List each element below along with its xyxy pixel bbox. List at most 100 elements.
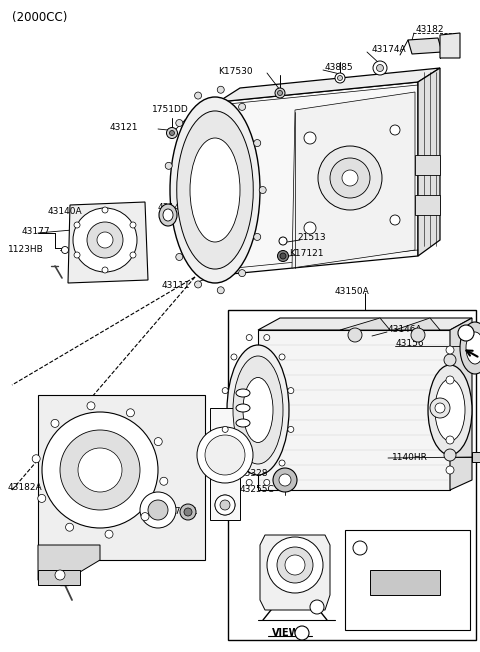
Circle shape <box>411 328 425 342</box>
Text: 21513: 21513 <box>297 233 325 241</box>
Circle shape <box>102 267 108 273</box>
Text: 43121: 43121 <box>110 123 139 132</box>
Circle shape <box>254 140 261 147</box>
Circle shape <box>130 252 136 258</box>
Circle shape <box>239 270 246 276</box>
Text: 43146A: 43146A <box>388 325 422 334</box>
Text: K17530: K17530 <box>218 67 252 76</box>
Circle shape <box>66 523 73 531</box>
Text: 43885: 43885 <box>235 415 264 424</box>
Text: A: A <box>463 329 469 338</box>
Ellipse shape <box>163 209 173 221</box>
Circle shape <box>140 492 176 528</box>
Circle shape <box>194 92 202 99</box>
Ellipse shape <box>159 204 177 226</box>
Text: 43255C: 43255C <box>240 486 275 494</box>
Polygon shape <box>218 68 440 102</box>
Ellipse shape <box>233 356 283 464</box>
Circle shape <box>246 479 252 486</box>
Circle shape <box>446 436 454 444</box>
Circle shape <box>105 530 113 538</box>
Ellipse shape <box>435 379 465 441</box>
Circle shape <box>60 430 140 510</box>
Circle shape <box>275 88 285 98</box>
Circle shape <box>337 76 343 80</box>
Circle shape <box>165 211 172 218</box>
Ellipse shape <box>227 345 289 475</box>
Circle shape <box>273 468 297 492</box>
Ellipse shape <box>466 332 480 364</box>
Circle shape <box>176 119 183 126</box>
Text: 1123HB: 1123HB <box>8 244 44 254</box>
Circle shape <box>197 427 253 483</box>
Text: 43182: 43182 <box>416 25 444 35</box>
Ellipse shape <box>243 378 273 443</box>
Circle shape <box>430 398 450 418</box>
Circle shape <box>130 222 136 228</box>
Circle shape <box>342 170 358 186</box>
Circle shape <box>310 600 324 614</box>
Circle shape <box>97 232 113 248</box>
Circle shape <box>220 500 230 510</box>
Circle shape <box>194 281 202 288</box>
Circle shape <box>222 426 228 432</box>
Circle shape <box>32 454 40 463</box>
Polygon shape <box>395 318 440 330</box>
Circle shape <box>126 409 134 417</box>
Circle shape <box>222 387 228 394</box>
Text: K17121: K17121 <box>289 248 324 258</box>
Text: 43143: 43143 <box>158 203 187 213</box>
Circle shape <box>217 287 224 294</box>
Circle shape <box>167 128 178 138</box>
Circle shape <box>165 162 172 170</box>
Circle shape <box>231 460 237 466</box>
Polygon shape <box>38 570 80 585</box>
Circle shape <box>277 91 283 95</box>
Circle shape <box>444 354 456 366</box>
Circle shape <box>277 547 313 583</box>
Polygon shape <box>68 202 148 283</box>
Circle shape <box>435 403 445 413</box>
Circle shape <box>180 504 196 520</box>
Ellipse shape <box>236 419 250 427</box>
Circle shape <box>446 376 454 384</box>
Ellipse shape <box>460 322 480 374</box>
Polygon shape <box>258 330 450 490</box>
Text: 43140A: 43140A <box>48 207 83 216</box>
Circle shape <box>279 237 287 245</box>
Polygon shape <box>415 195 440 215</box>
Text: 43156: 43156 <box>396 340 425 349</box>
Circle shape <box>154 437 162 445</box>
Circle shape <box>87 222 123 258</box>
Circle shape <box>458 325 474 341</box>
Circle shape <box>444 449 456 461</box>
FancyBboxPatch shape <box>345 530 470 630</box>
Circle shape <box>160 477 168 485</box>
Polygon shape <box>38 545 100 585</box>
Text: (2000CC): (2000CC) <box>12 12 67 25</box>
Text: 1123GF: 1123GF <box>40 578 75 587</box>
Polygon shape <box>472 452 480 462</box>
Polygon shape <box>440 33 460 58</box>
Circle shape <box>285 555 305 575</box>
Circle shape <box>279 460 285 466</box>
Circle shape <box>390 215 400 225</box>
Circle shape <box>304 132 316 144</box>
Circle shape <box>259 186 266 194</box>
Circle shape <box>73 208 137 272</box>
Circle shape <box>239 104 246 110</box>
Circle shape <box>446 346 454 354</box>
Ellipse shape <box>236 404 250 412</box>
Polygon shape <box>210 408 240 520</box>
Circle shape <box>267 537 323 593</box>
Ellipse shape <box>428 365 472 455</box>
Text: 43182A: 43182A <box>8 484 43 492</box>
Circle shape <box>148 500 168 520</box>
Polygon shape <box>258 318 472 330</box>
Circle shape <box>205 435 245 475</box>
Circle shape <box>446 466 454 474</box>
Circle shape <box>254 233 261 241</box>
Circle shape <box>279 474 291 486</box>
Ellipse shape <box>236 389 250 397</box>
Polygon shape <box>210 82 418 276</box>
